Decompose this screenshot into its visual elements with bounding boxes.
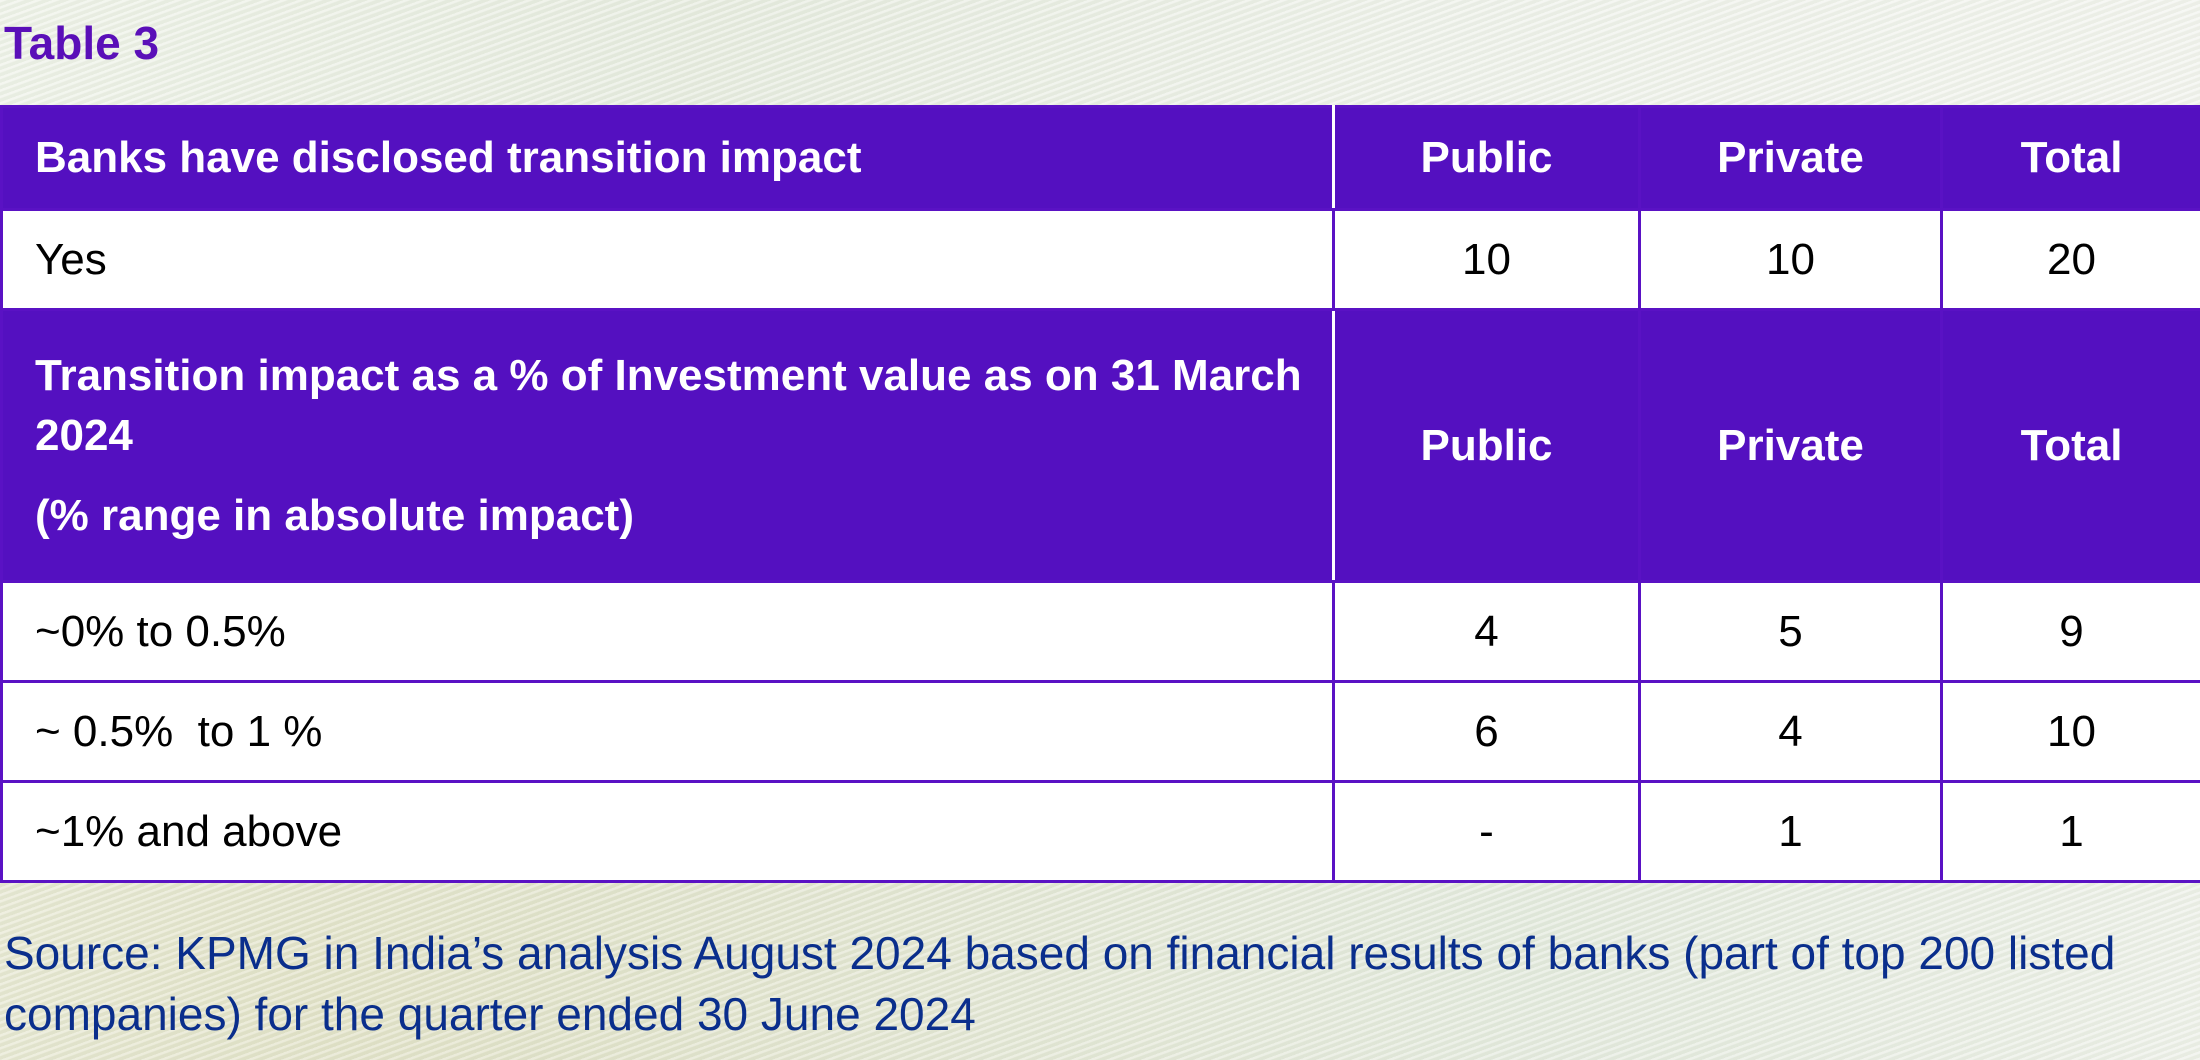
section1-header: Banks have disclosed transition impact <box>0 105 1335 211</box>
cell-total: 9 <box>1940 580 2200 683</box>
cell-private: 10 <box>1638 208 1943 311</box>
cell-public: 6 <box>1332 680 1641 783</box>
source-note: Source: KPMG in India’s analysis August … <box>4 927 2116 1040</box>
cell-public: - <box>1332 780 1641 883</box>
row-label: ~0% to 0.5% <box>0 580 1335 683</box>
section2-header-subtitle: (% range in absolute impact) <box>35 490 634 540</box>
column-header-public: Public <box>1332 105 1641 211</box>
table-title: Table 3 <box>4 17 160 69</box>
column-header-total: Total <box>1940 105 2200 211</box>
row-label: ~1% and above <box>0 780 1335 883</box>
table-row: Yes 10 10 20 <box>0 208 2200 311</box>
cell-total: 1 <box>1940 780 2200 883</box>
table-row: ~ 0.5% to 1 % 6 4 10 <box>0 680 2200 783</box>
column-header-public: Public <box>1332 308 1641 583</box>
cell-public: 10 <box>1332 208 1641 311</box>
table-row: ~1% and above - 1 1 <box>0 780 2200 883</box>
table-row: ~0% to 0.5% 4 5 9 <box>0 580 2200 683</box>
transition-impact-table: Banks have disclosed transition impact P… <box>0 105 2200 883</box>
column-header-private: Private <box>1638 308 1943 583</box>
cell-private: 1 <box>1638 780 1943 883</box>
cell-total: 20 <box>1940 208 2200 311</box>
cell-public: 4 <box>1332 580 1641 683</box>
column-header-private: Private <box>1638 105 1943 211</box>
table-subheader-row: Transition impact as a % of Investment v… <box>0 308 2200 583</box>
row-label: Yes <box>0 208 1335 311</box>
section2-header-title: Transition impact as a % of Investment v… <box>35 350 1302 460</box>
table-header-row: Banks have disclosed transition impact P… <box>0 105 2200 211</box>
cell-private: 5 <box>1638 580 1943 683</box>
cell-total: 10 <box>1940 680 2200 783</box>
row-label: ~ 0.5% to 1 % <box>0 680 1335 783</box>
section2-header: Transition impact as a % of Investment v… <box>0 308 1335 583</box>
column-header-total: Total <box>1940 308 2200 583</box>
cell-private: 4 <box>1638 680 1943 783</box>
